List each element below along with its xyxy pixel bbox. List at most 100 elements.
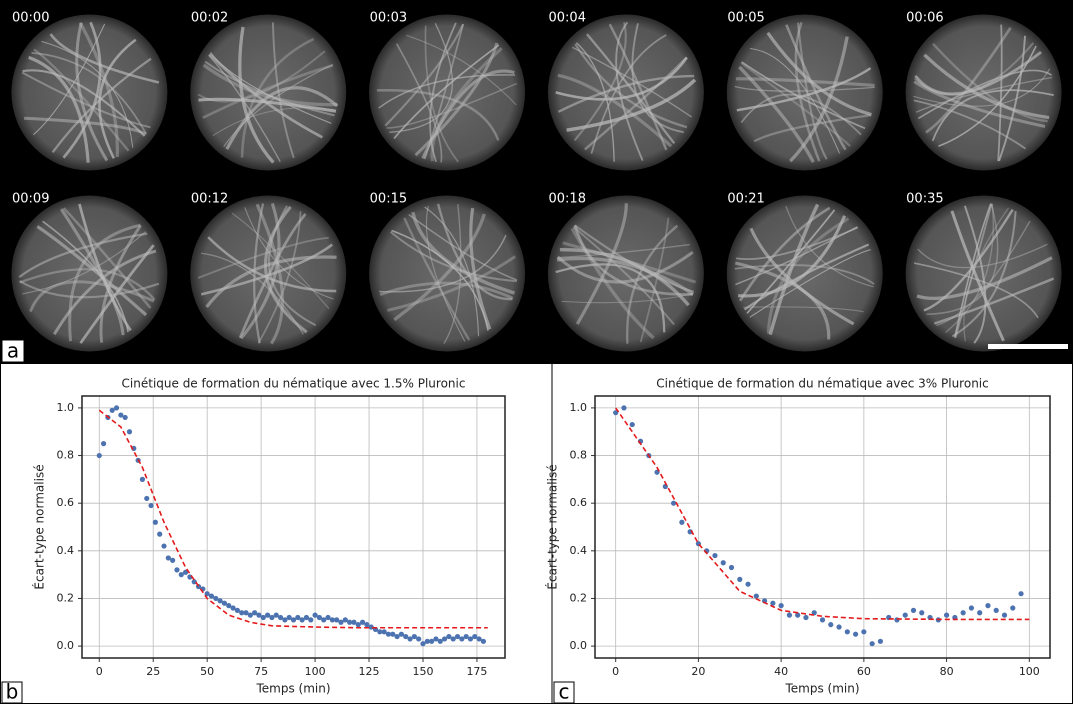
filament bbox=[414, 42, 499, 157]
filament bbox=[785, 205, 874, 288]
data-point bbox=[459, 636, 465, 642]
filament bbox=[408, 214, 518, 281]
data-point bbox=[910, 607, 917, 613]
filament bbox=[555, 263, 666, 333]
y-tick-label: 1.0 bbox=[570, 401, 588, 414]
data-point bbox=[260, 614, 266, 621]
droplet bbox=[369, 195, 526, 352]
filament bbox=[205, 255, 337, 308]
filament bbox=[997, 24, 1003, 162]
y-tick-label: 0.8 bbox=[57, 449, 75, 462]
data-point bbox=[321, 617, 327, 623]
data-point bbox=[852, 631, 859, 637]
filament bbox=[28, 55, 90, 163]
y-tick-label: 0.8 bbox=[570, 449, 588, 462]
data-point bbox=[364, 622, 370, 628]
x-tick-label: 50 bbox=[200, 665, 214, 678]
x-tick-label: 100 bbox=[1019, 665, 1040, 678]
data-point bbox=[407, 636, 413, 642]
data-point bbox=[786, 612, 793, 618]
filament bbox=[932, 42, 1048, 123]
data-point bbox=[342, 617, 348, 623]
image-panel bbox=[0, 0, 1073, 363]
filament bbox=[914, 51, 1042, 96]
filament bbox=[31, 52, 147, 135]
panel-label-box bbox=[1, 339, 25, 363]
filament bbox=[933, 277, 1055, 325]
data-point bbox=[303, 614, 310, 621]
data-point bbox=[265, 612, 271, 618]
data-point bbox=[144, 495, 150, 502]
data-point bbox=[226, 603, 232, 609]
data-point bbox=[811, 610, 817, 616]
filament bbox=[931, 89, 1054, 142]
data-point bbox=[355, 622, 361, 628]
filament bbox=[62, 207, 152, 309]
panel-label: c bbox=[559, 680, 570, 704]
fit-line bbox=[98, 409, 488, 629]
droplet bbox=[905, 14, 1062, 171]
filament bbox=[557, 243, 690, 259]
filament bbox=[395, 43, 443, 163]
data-point bbox=[737, 576, 743, 583]
filament bbox=[429, 22, 457, 163]
data-point bbox=[613, 410, 619, 416]
filament bbox=[556, 250, 694, 284]
filament bbox=[41, 40, 134, 148]
filament bbox=[557, 73, 673, 148]
filament bbox=[562, 241, 697, 284]
panel-label: b bbox=[6, 680, 19, 704]
filament bbox=[913, 68, 1051, 107]
filament bbox=[99, 224, 142, 343]
data-point bbox=[463, 633, 469, 640]
data-point bbox=[139, 476, 146, 482]
filament bbox=[29, 280, 155, 313]
data-point bbox=[118, 412, 124, 418]
data-point bbox=[803, 614, 809, 621]
data-point bbox=[476, 636, 482, 642]
data-point bbox=[712, 552, 718, 559]
data-point bbox=[446, 633, 452, 640]
filament bbox=[736, 67, 872, 112]
data-point bbox=[113, 405, 120, 411]
data-point bbox=[398, 631, 405, 637]
data-point bbox=[213, 595, 219, 602]
data-point bbox=[165, 555, 171, 561]
x-axis-label: Temps (min) bbox=[255, 682, 330, 696]
data-point bbox=[109, 407, 115, 413]
filament bbox=[574, 43, 688, 129]
data-point bbox=[230, 605, 236, 611]
filament bbox=[225, 86, 339, 150]
filament bbox=[379, 234, 507, 293]
data-point bbox=[993, 607, 999, 613]
filament bbox=[735, 77, 875, 88]
filament bbox=[608, 23, 668, 151]
filament bbox=[954, 203, 993, 339]
data-point bbox=[329, 617, 335, 623]
data-point bbox=[347, 619, 353, 625]
data-point bbox=[338, 619, 344, 625]
fit-line bbox=[615, 407, 1030, 621]
filament bbox=[735, 226, 858, 286]
panel-label-box bbox=[1, 681, 23, 704]
scale-bar bbox=[988, 344, 1068, 349]
chart-title: Cinétique de formation du nématique avec… bbox=[122, 377, 466, 391]
filament bbox=[212, 107, 337, 137]
filament bbox=[916, 256, 1053, 300]
data-point bbox=[1001, 612, 1008, 618]
filament bbox=[631, 23, 684, 134]
filament bbox=[36, 225, 148, 317]
filament bbox=[951, 210, 1017, 338]
filament bbox=[255, 203, 284, 345]
droplet bbox=[547, 195, 704, 352]
x-tick-label: 150 bbox=[412, 665, 433, 678]
panel-label: a bbox=[7, 339, 19, 363]
filament bbox=[573, 224, 694, 296]
filament bbox=[271, 22, 295, 159]
y-tick-label: 0.4 bbox=[57, 544, 75, 557]
filament bbox=[953, 203, 992, 338]
frame-time: 00:21 bbox=[727, 192, 764, 207]
filament bbox=[741, 61, 866, 130]
filament bbox=[200, 243, 333, 296]
data-point bbox=[844, 629, 850, 635]
